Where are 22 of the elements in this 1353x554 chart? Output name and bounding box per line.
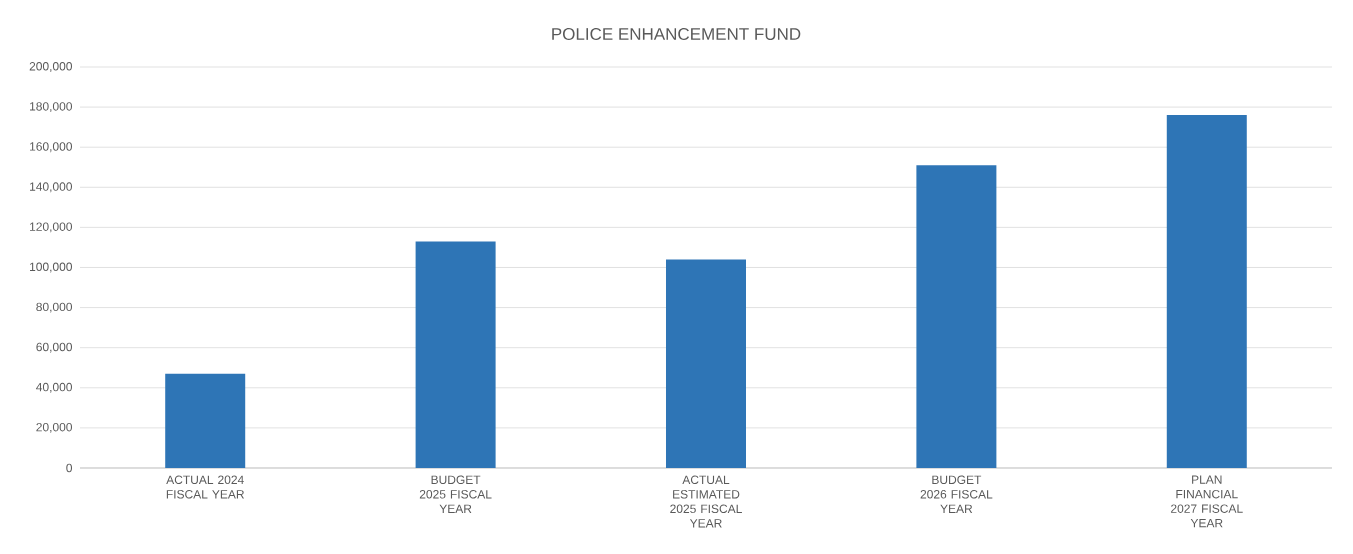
x-tick-label: PLAN FINANCIAL 2027 FISCAL YEAR [1171, 475, 1243, 528]
y-tick-label: 180,000 [30, 102, 73, 113]
x-tick-label: ACTUAL ESTIMATED 2025 FISCAL YEAR [670, 475, 742, 528]
x-tick-label: BUDGET 2025 FISCAL YEAR [419, 475, 492, 513]
y-tick-label: 100,000 [30, 262, 73, 273]
y-tick-label: 140,000 [30, 182, 73, 193]
bar [415, 241, 496, 468]
y-tick-label: 160,000 [30, 142, 73, 153]
y-tick-label: 200,000 [29, 62, 73, 72]
y-tick-label: 120,000 [30, 222, 73, 233]
bar [916, 165, 997, 468]
bar [666, 259, 746, 468]
bar [1166, 115, 1247, 468]
y-tick-label: 0 [66, 463, 73, 473]
y-tick-label: 40,000 [36, 382, 73, 393]
y-tick-label: 60,000 [36, 342, 73, 353]
y-tick-label: 20,000 [36, 422, 73, 433]
y-tick-label: 80,000 [36, 302, 73, 313]
bar [165, 373, 246, 468]
x-tick-label: BUDGET 2026 FISCAL YEAR [920, 475, 993, 513]
x-tick-label: ACTUAL 2024 FISCAL YEAR [166, 475, 244, 499]
chart-title: POLICE ENHANCEMENT FUND [552, 27, 801, 41]
